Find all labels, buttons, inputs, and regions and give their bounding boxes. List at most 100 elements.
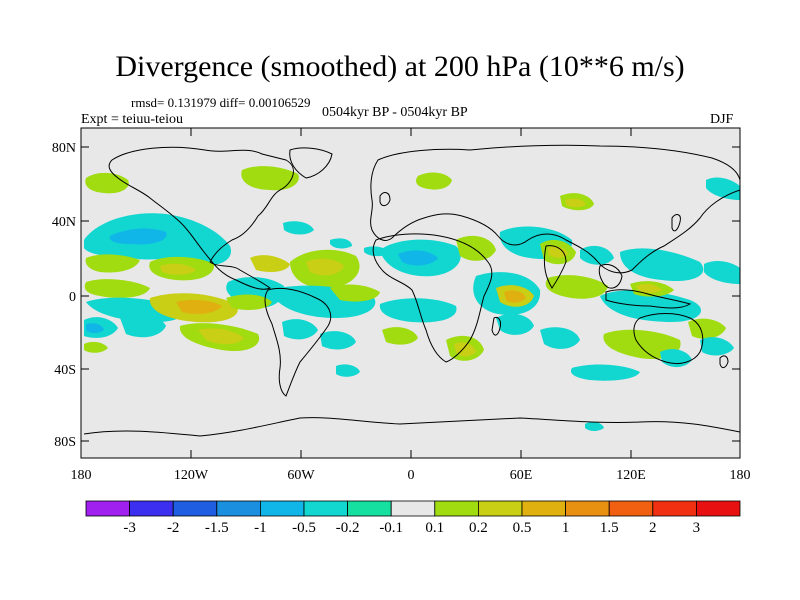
eurasia-coast [370,144,740,274]
africa-coast [372,233,493,363]
greenland-coast [289,147,333,179]
colorbar-swatch [303,500,348,517]
colorbar-label: -1 [254,520,267,536]
field-blob [226,294,272,310]
y-tick-label: 40N [52,215,76,230]
y-tick-label: 80S [54,435,76,450]
colorbar-swatch [696,500,741,517]
field-blob [109,228,167,245]
colorbar-swatch [652,500,697,517]
maritime-continent-coast [605,289,692,309]
colorbar-swatch [477,500,523,517]
colorbar-swatch [347,500,392,517]
experiment-label: Expt = teiuu-teiou [81,112,183,127]
colorbar-swatch [259,500,305,517]
y-tick-label: 80N [52,141,76,156]
field-blob [160,263,196,275]
antarctica-coast [83,417,740,437]
field-blob [504,290,526,303]
new-zealand-coast [719,355,729,369]
field-blob [283,221,314,235]
field-blob [330,238,352,249]
field-blob [620,248,704,282]
field-blob [636,283,662,293]
x-tick-label: 0 [408,468,415,483]
x-tick-label: 180 [730,468,751,483]
colorbar-label: 3 [693,520,701,536]
x-tick-label: 60E [510,468,533,483]
colorbar-label: 2 [649,520,657,536]
field-blob [379,298,457,323]
colorbar-label: 0.1 [425,520,444,536]
field-blob [84,279,150,298]
field-blob [282,319,318,340]
x-axis: 180 120W 60W 0 60E 120E 180 [71,128,751,483]
field-blob [84,341,108,353]
field-blob [496,313,534,335]
field-blob [570,364,640,381]
field-blob [706,177,740,200]
x-tick-label: 120W [174,468,209,483]
colorbar-swatch [172,500,218,517]
field-blob [336,364,360,377]
map-title: Divergence (smoothed) at 200 hPa (10**6 … [115,50,685,83]
y-axis: 80N 40N 0 40S 80S [52,141,740,450]
y-tick-label: 40S [54,363,76,378]
colorbar-swatch [129,500,174,517]
field-blob [250,255,290,272]
field-blob [176,299,222,314]
colorbar-label: 0.2 [469,520,488,536]
period-label: 0504kyr BP - 0504kyr BP [322,105,468,120]
india-coast [543,245,567,289]
australia-coast [633,313,704,365]
field-blob [382,327,418,345]
north-america-coast [108,146,294,290]
colorbar-swatch [85,500,130,517]
field-blob [86,323,104,333]
field-blob [416,172,452,190]
south-america-coast [264,287,332,397]
british-isles-coast [379,192,391,207]
colorbar-swatch [434,500,479,517]
colorbar-label: -2 [167,520,180,536]
southeast-asia-coast [598,263,623,289]
field-blob [85,254,140,273]
season-label: DJF [710,112,734,127]
field-blob [456,235,496,261]
madagascar-coast [491,317,501,336]
field-blob [120,313,166,338]
colorbar-label: -0.1 [379,520,403,536]
field-blob [306,258,344,276]
colorbar-label: -0.5 [292,520,316,536]
colorbar-label: -1.5 [205,520,229,536]
field-blob [398,250,438,266]
japan-coast [671,214,681,232]
coastlines [83,144,740,437]
colorbar-label: -0.2 [336,520,360,536]
field-blob [580,245,614,265]
divergence-fields [84,166,740,431]
field-blob [700,337,734,356]
field-blob [198,328,244,345]
field-blob [545,275,608,299]
field-blob [548,246,568,258]
colorbar-swatch [608,500,654,517]
colorbar-swatch [390,500,436,517]
field-blob [704,261,740,284]
y-tick-label: 0 [69,290,76,305]
x-tick-label: 60W [287,468,315,483]
field-blob [241,166,299,191]
colorbar-swatch [565,500,610,517]
field-blob [540,327,580,349]
field-blob [565,198,586,208]
colorbar-label: -3 [123,520,136,536]
field-blob [330,284,380,302]
colorbar-label: 1 [562,520,570,536]
colorbar-swatch [521,500,566,517]
stats-label: rmsd= 0.131979 diff= 0.00106529 [131,95,311,110]
colorbar-label: 1.5 [600,520,619,536]
field-blob [585,421,604,431]
colorbar-swatch [216,500,261,517]
x-tick-label: 180 [71,468,92,483]
